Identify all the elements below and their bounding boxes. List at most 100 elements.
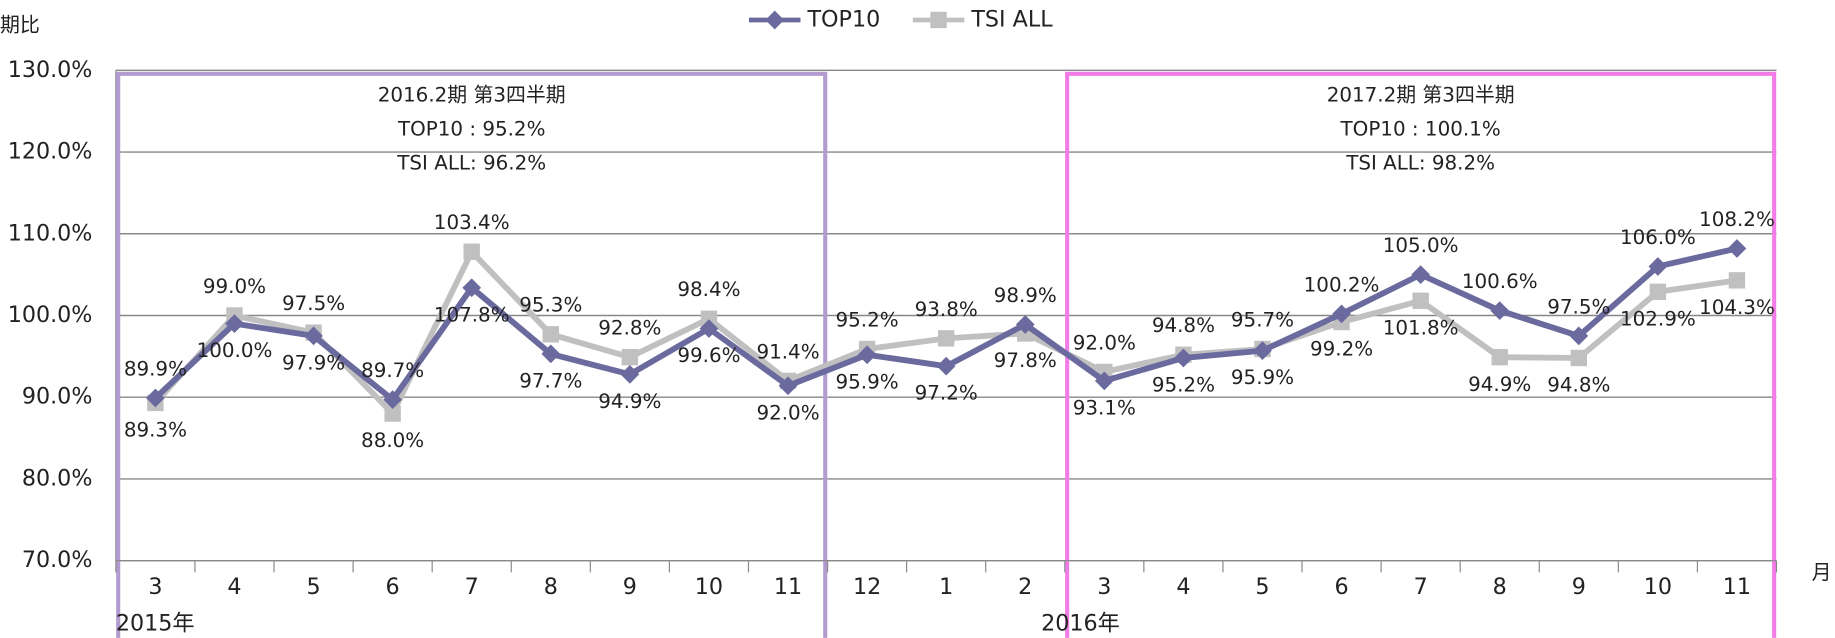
legend-marker [930,11,947,29]
value-label: 106.0% [1620,226,1696,249]
y-tick-label: 70.0% [22,547,93,573]
point [146,388,165,408]
value-label: 91.4% [756,340,819,363]
value-label: 100.2% [1304,273,1380,296]
value-label: 100.6% [1462,270,1538,293]
point [462,278,482,298]
point [699,319,719,338]
period-box [116,71,828,638]
value-label: 97.5% [1547,295,1610,318]
value-label: 95.9% [836,370,899,393]
x-tick-label: 3 [148,574,162,600]
x-tick-label: 4 [1176,574,1190,600]
legend-label: TSI ALL [970,6,1053,32]
y-tick-label: 80.0% [22,465,93,491]
value-label: 97.2% [915,382,978,405]
point [700,310,718,327]
y-tick-label: 130.0% [8,57,93,83]
value-label: 93.8% [915,298,978,321]
x-tick-label: 11 [1723,574,1751,600]
year-label: 2015年 [116,610,195,636]
value-label: 99.2% [1310,338,1373,361]
annotation: 2017.2期 第3四半期 [1327,84,1515,107]
point [1253,341,1272,360]
value-label: 105.0% [1383,234,1459,257]
annotation: TSI ALL: 98.2% [1345,151,1495,174]
x-tick-label: 7 [465,574,479,600]
value-label: 104.3% [1699,296,1775,319]
value-label: 89.9% [124,357,187,380]
value-label: 89.7% [361,359,424,382]
point [383,390,402,410]
value-label: 99.0% [203,275,266,298]
value-label: 94.9% [1468,373,1531,396]
x-tick-label: 2 [1018,574,1032,600]
x-tick-label: 4 [227,574,241,600]
y-tick-label: 110.0% [8,220,93,246]
annotation: TOP10 : 100.1% [1340,117,1501,140]
value-label: 92.0% [756,401,819,424]
x-tick-label: 7 [1414,574,1428,600]
value-label: 97.8% [994,349,1057,372]
legend-marker [765,10,785,30]
value-label: 100.0% [197,339,273,362]
value-label: 95.2% [836,308,899,331]
value-label: 92.8% [598,317,661,340]
x-tick-label: 1 [939,574,953,600]
y-tick-label: 120.0% [8,139,93,165]
value-label: 103.4% [434,211,510,234]
point [937,330,955,347]
x-tick-label: 5 [1255,574,1269,600]
x-tick-label: 10 [695,574,723,600]
point [1727,239,1747,258]
x-tick-label: 9 [623,574,637,600]
annotation: 2016.2期 第3四半期 [378,84,566,107]
x-tick-label: 11 [774,574,802,600]
x-tick-label: 12 [853,574,881,600]
point [1649,283,1667,300]
value-label: 94.8% [1152,314,1215,337]
x-tick-label: 8 [1493,574,1507,600]
value-label: 95.7% [1231,308,1294,331]
x-tick-label: 9 [1572,574,1586,600]
point [541,344,561,364]
point [1332,304,1351,324]
value-label: 97.7% [519,369,582,392]
point [1570,349,1587,367]
x-tick-label: 5 [306,574,320,600]
point [778,376,798,396]
value-label: 97.9% [282,352,345,375]
x-tick-label: 8 [544,574,558,600]
y-tick-label: 100.0% [8,302,93,328]
value-label: 89.3% [124,419,187,442]
point [1648,257,1668,276]
x-tick-label: 6 [386,574,400,600]
value-label: 94.8% [1547,374,1610,397]
legend-label: TOP10 [806,6,880,32]
point [463,243,480,260]
value-label: 93.1% [1073,396,1136,419]
value-label: 99.6% [677,344,740,367]
point [384,405,401,422]
point [542,326,559,343]
point [621,348,639,366]
value-label: 101.8% [1383,316,1459,339]
point [1569,326,1589,346]
point [304,326,323,346]
value-label: 97.5% [282,292,345,315]
value-label: 102.9% [1620,307,1696,330]
y-axis-label: 期比 [0,13,40,36]
point [1728,272,1746,289]
value-label: 94.9% [598,390,661,413]
point [620,364,640,384]
point [1411,265,1430,284]
point [1491,348,1508,366]
annotation: TOP10 : 95.2% [397,117,546,140]
y-tick-label: 90.0% [22,384,93,410]
x-tick-label: 10 [1644,574,1672,600]
x-axis-label: 月 [1812,561,1832,584]
point [225,314,244,334]
point [1015,315,1035,334]
value-label: 95.3% [519,294,582,317]
